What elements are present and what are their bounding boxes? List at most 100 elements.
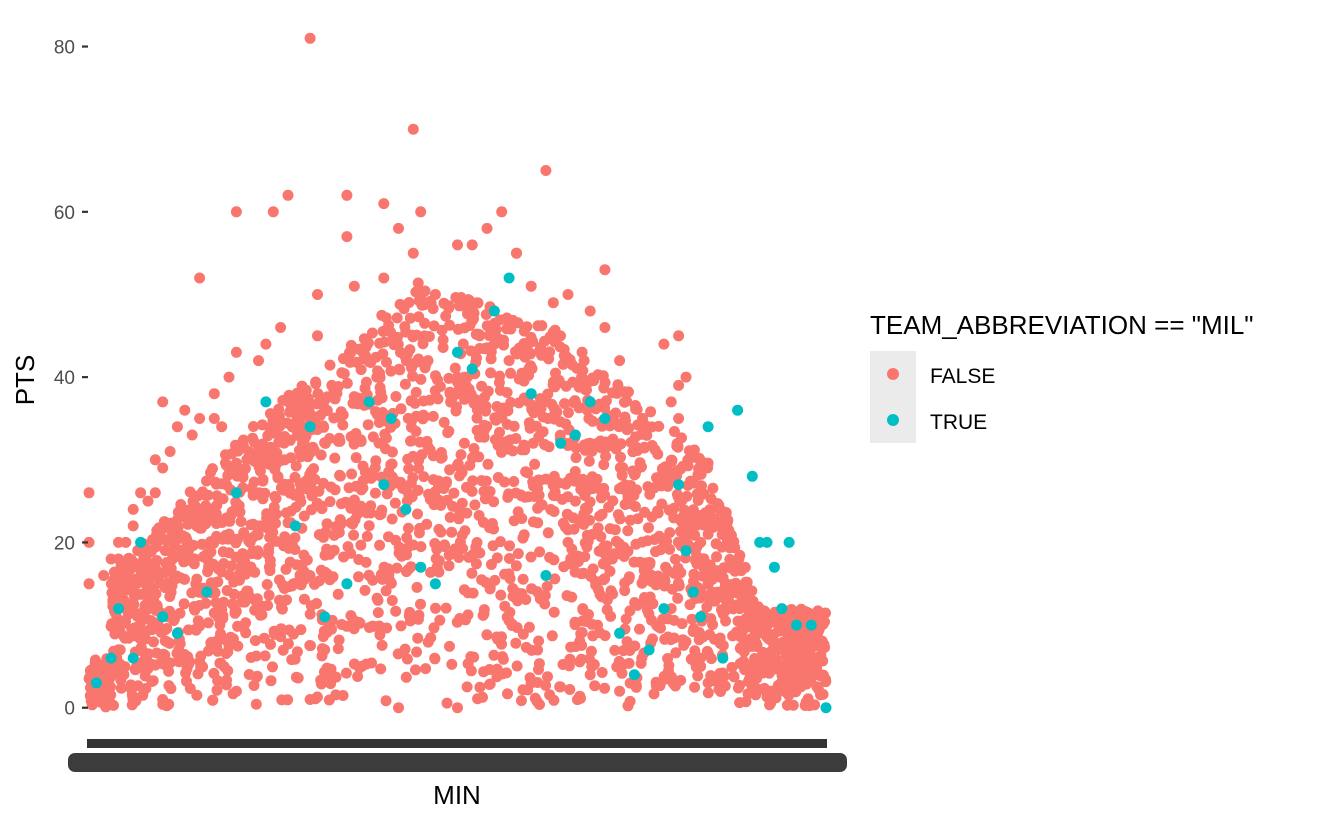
data-point-false (276, 694, 288, 706)
data-point-false (757, 660, 769, 672)
data-point-false (493, 377, 505, 389)
data-point-false (390, 391, 402, 402)
data-point-false (668, 426, 680, 437)
data-point-false (567, 397, 579, 408)
data-point-false (671, 470, 683, 482)
data-point-false (442, 427, 454, 439)
data-point-false (115, 674, 127, 686)
data-point-false (413, 527, 425, 539)
data-point-true (466, 363, 478, 375)
data-point-false (603, 501, 615, 513)
data-point-false (218, 558, 230, 569)
data-point-false (519, 444, 531, 456)
data-point-false (742, 621, 754, 633)
data-point-true (135, 536, 147, 548)
data-point-false (392, 648, 404, 660)
data-point-false (221, 585, 233, 596)
data-point-false (728, 536, 740, 548)
data-point-false (184, 486, 196, 498)
data-point-false (594, 588, 606, 600)
data-point-false (164, 591, 176, 602)
data-point-false (568, 523, 580, 535)
data-point-false (533, 635, 545, 647)
data-point-false (433, 475, 445, 487)
data-point-false (494, 314, 506, 326)
data-point-false (428, 622, 440, 634)
data-point-false (542, 527, 554, 539)
data-point-false (474, 402, 486, 414)
data-point-false (474, 343, 486, 354)
data-point-false (105, 689, 117, 701)
data-point-false (459, 322, 471, 334)
data-point-false (717, 667, 729, 679)
data-point-false (267, 661, 278, 673)
x-tick-marks-overplotted (87, 739, 827, 748)
y-axis: 0 20 40 60 80 (54, 38, 88, 720)
data-point-false (298, 510, 310, 522)
data-point-false (570, 452, 582, 464)
data-point-false (418, 471, 430, 483)
data-point-false (695, 553, 707, 565)
data-point-true (429, 578, 441, 590)
data-point-false (814, 670, 826, 682)
data-point-false (452, 239, 463, 251)
data-point-false (642, 481, 654, 493)
data-point-false (658, 338, 670, 350)
data-point-false (211, 684, 223, 696)
data-point-false (401, 532, 413, 544)
data-point-false (488, 649, 500, 661)
data-point-true (415, 561, 427, 573)
data-point-false (214, 604, 226, 616)
data-point-false (674, 496, 686, 508)
data-point-false (247, 432, 259, 444)
data-point-false (404, 606, 416, 618)
data-point-false (267, 526, 279, 538)
data-point-false (812, 627, 824, 639)
data-point-false (413, 311, 425, 323)
data-point-false (562, 536, 574, 548)
data-point-false (83, 487, 95, 499)
data-point-false (348, 658, 360, 670)
data-point-false (588, 659, 600, 670)
data-point-false (482, 458, 494, 470)
data-point-false (474, 681, 486, 693)
data-point-false (427, 303, 439, 315)
data-point-false (511, 660, 523, 672)
data-point-false (248, 680, 260, 691)
data-point-false (363, 356, 375, 368)
data-point-false (690, 545, 701, 557)
data-point-false (182, 545, 194, 557)
data-point-false (702, 528, 714, 540)
data-point-true (105, 652, 117, 664)
data-point-false (413, 353, 424, 365)
data-point-false (662, 565, 674, 577)
data-point-false (542, 671, 553, 683)
data-point-false (747, 595, 759, 607)
data-point-false (636, 461, 647, 473)
data-point-false (294, 492, 306, 504)
x-axis-title: MIN (433, 780, 481, 810)
data-point-false (437, 342, 449, 353)
data-point-false (548, 554, 560, 566)
data-point-false (376, 309, 388, 321)
data-point-false (605, 586, 617, 597)
data-point-false (616, 469, 628, 481)
data-point-false (702, 462, 714, 474)
data-point-false (728, 671, 740, 683)
data-point-false (220, 457, 231, 469)
data-point-false (330, 689, 342, 701)
data-point-false (245, 519, 257, 531)
data-point-true (695, 611, 707, 623)
data-point-false (734, 679, 746, 691)
data-point-false (576, 346, 588, 358)
data-point-false (461, 681, 473, 693)
data-point-true (768, 561, 780, 573)
data-point-false (282, 638, 294, 650)
data-point-false (619, 577, 631, 589)
data-point-false (191, 573, 203, 585)
data-point-false (189, 499, 201, 511)
data-point-true (628, 669, 640, 681)
data-point-false (338, 368, 350, 380)
data-point-false (355, 434, 367, 446)
y-tick-label: 40 (54, 368, 75, 389)
